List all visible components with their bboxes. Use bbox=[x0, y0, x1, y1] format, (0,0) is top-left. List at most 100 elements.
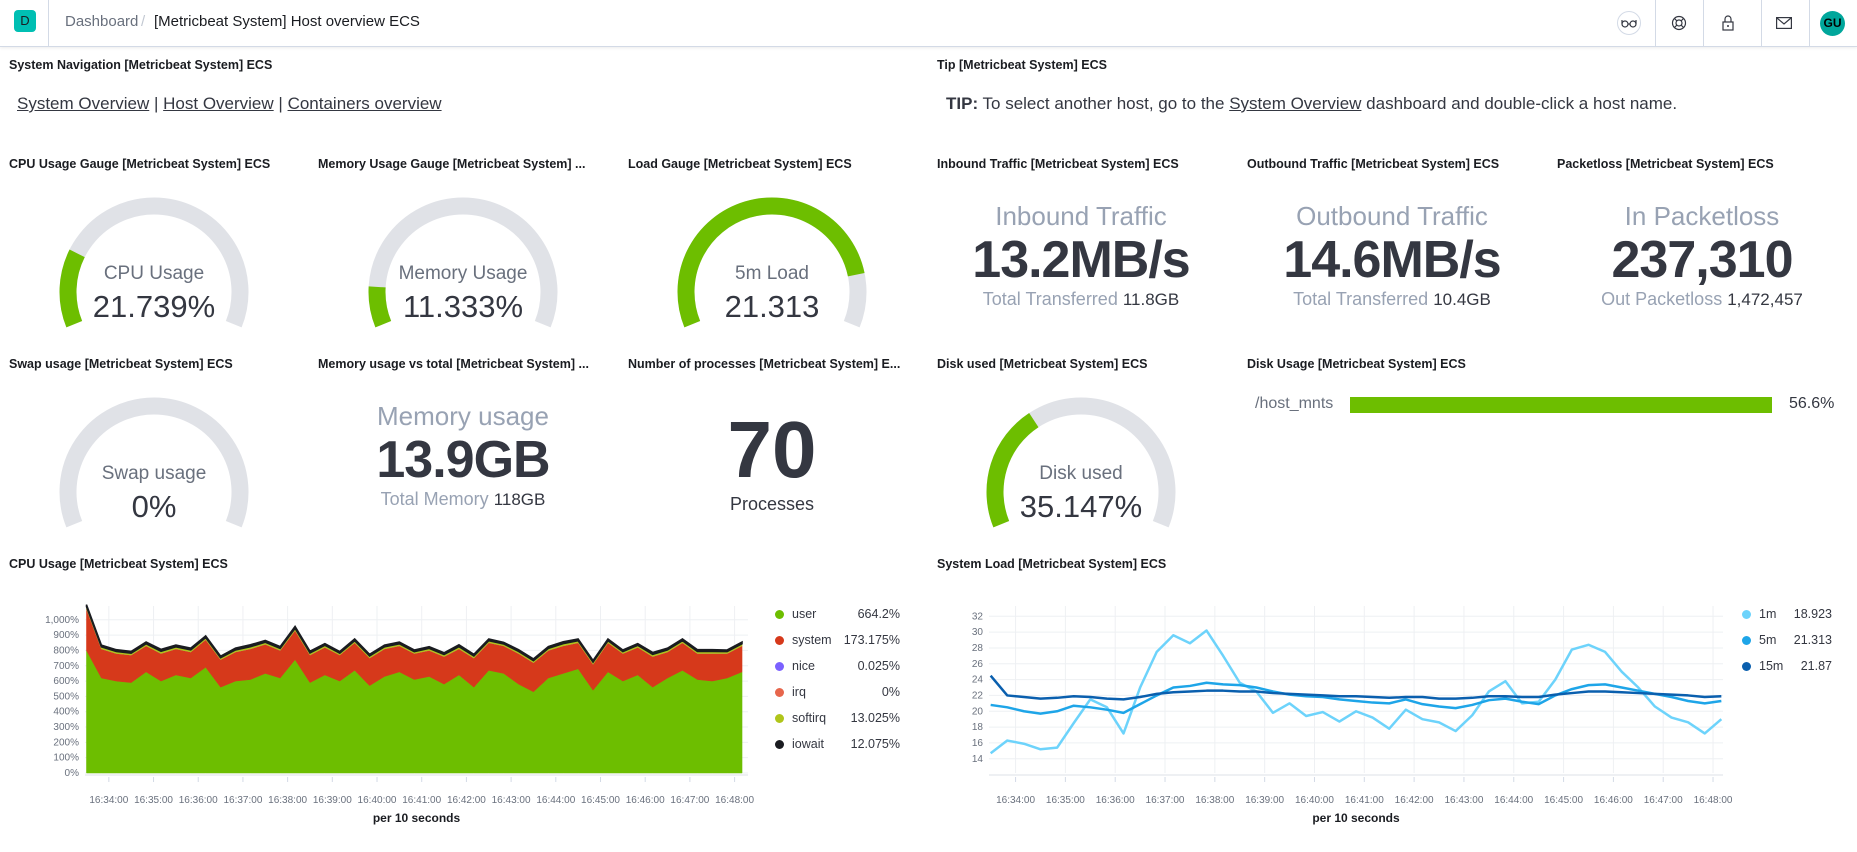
swap-gauge-label: Swap usage bbox=[101, 463, 207, 484]
panel-title-disk-used: Disk used [Metricbeat System] ECS bbox=[937, 357, 1148, 371]
inbound-sub-value: 11.8GB bbox=[1122, 290, 1180, 309]
legend-label: system bbox=[792, 633, 832, 647]
legend-item-irq[interactable]: irq 0% bbox=[775, 685, 900, 711]
x-tick-label: 16:45:00 bbox=[581, 795, 620, 806]
link-tip-system-overview[interactable]: System Overview bbox=[1229, 94, 1362, 113]
line-series-5m bbox=[990, 681, 1722, 715]
legend-dot bbox=[775, 740, 784, 750]
processes-value: 70 bbox=[727, 405, 817, 494]
x-tick-label: 16:39:00 bbox=[313, 795, 352, 806]
panel-title-outbound: Outbound Traffic [Metricbeat System] ECS bbox=[1247, 157, 1500, 171]
outbound-sub: Total Transferred 10.4GB bbox=[1293, 290, 1491, 308]
nav-separator: | bbox=[278, 94, 283, 113]
breadcrumb-dashboard[interactable]: Dashboard bbox=[65, 13, 139, 30]
user-avatar[interactable]: GU bbox=[1820, 11, 1845, 36]
panel-title-disk-usage: Disk Usage [Metricbeat System] ECS bbox=[1247, 357, 1466, 371]
link-containers-overview[interactable]: Containers overview bbox=[287, 94, 442, 113]
help-icon[interactable] bbox=[1668, 12, 1690, 34]
legend-dot bbox=[1742, 662, 1751, 672]
legend-item-softirq[interactable]: softirq 13.025% bbox=[775, 711, 900, 737]
tip-prefix: TIP: bbox=[946, 94, 979, 113]
gauge-track bbox=[59, 397, 249, 528]
area-series-iowait bbox=[85, 604, 743, 664]
legend-value: 13.025% bbox=[850, 711, 900, 725]
outbound-sub-label: Total Transferred bbox=[1293, 289, 1429, 309]
breadcrumb-current: [Metricbeat System] Host overview ECS bbox=[154, 13, 420, 30]
legend-label: user bbox=[792, 607, 817, 621]
gauge-fill bbox=[677, 197, 865, 328]
divider bbox=[1655, 0, 1656, 47]
packetloss-value: 237,310 bbox=[1611, 231, 1794, 289]
x-tick-label: 16:44:00 bbox=[536, 795, 575, 806]
disk-gauge-value: 35.147% bbox=[1019, 489, 1143, 524]
load-gauge bbox=[662, 182, 882, 407]
legend-dot bbox=[775, 714, 784, 724]
cpu-usage-chart: 0% 100% 200% 300% 400% 500% 600% 700% 800% 900% 1,… bbox=[45, 604, 754, 825]
legend-label: softirq bbox=[792, 711, 827, 725]
memusage-sub-value: 118GB bbox=[493, 490, 546, 509]
y-tick-label: 16 bbox=[972, 738, 984, 749]
gauge-fill bbox=[368, 286, 392, 328]
x-tick-label: 16:39:00 bbox=[1245, 795, 1284, 806]
panel-title-inbound: Inbound Traffic [Metricbeat System] ECS bbox=[937, 157, 1179, 171]
x-tick-label: 16:46:00 bbox=[626, 795, 665, 806]
x-axis-label: per 10 seconds bbox=[373, 811, 461, 825]
x-tick-label: 16:36:00 bbox=[179, 795, 218, 806]
legend-item-nice[interactable]: nice 0.025% bbox=[775, 659, 900, 685]
divider bbox=[1761, 0, 1762, 47]
y-tick-label: 28 bbox=[972, 643, 984, 654]
legend-item-15m[interactable]: 15m 21.87 bbox=[1742, 659, 1832, 685]
panel-title-navigation: System Navigation [Metricbeat System] EC… bbox=[9, 58, 273, 72]
panel-title-memusage: Memory usage vs total [Metricbeat System… bbox=[318, 357, 589, 371]
link-system-overview[interactable]: System Overview bbox=[17, 94, 150, 113]
y-tick-label: 100% bbox=[53, 753, 79, 764]
packetloss-sub-value: 1,472,457 bbox=[1727, 290, 1803, 309]
system-navigation: System Overview | Host Overview | Contai… bbox=[17, 94, 442, 114]
legend-item-system[interactable]: system 173.175% bbox=[775, 633, 900, 659]
breadcrumb-separator: / bbox=[141, 13, 146, 30]
legend-item-1m[interactable]: 1m 18.923 bbox=[1742, 607, 1832, 633]
dashboard-logo[interactable]: D bbox=[14, 10, 36, 32]
x-tick-label: 16:37:00 bbox=[223, 795, 262, 806]
memusage-sub: Total Memory 118GB bbox=[381, 490, 546, 508]
x-tick-label: 16:43:00 bbox=[492, 795, 531, 806]
legend-value: 0% bbox=[881, 685, 900, 699]
y-tick-label: 900% bbox=[53, 630, 79, 641]
memory-gauge-label: Memory Usage bbox=[398, 263, 528, 284]
disk-usage-value: 56.6% bbox=[1789, 395, 1835, 412]
x-tick-label: 16:45:00 bbox=[1544, 795, 1583, 806]
x-tick-label: 16:34:00 bbox=[996, 795, 1035, 806]
load-gauge-label: 5m Load bbox=[735, 263, 809, 284]
legend-label: nice bbox=[792, 659, 815, 673]
line-series-15m bbox=[989, 674, 1722, 701]
legend-value: 173.175% bbox=[843, 633, 900, 647]
y-tick-label: 800% bbox=[53, 645, 79, 656]
legend-item-iowait[interactable]: iowait 12.075% bbox=[775, 737, 900, 763]
disk-gauge bbox=[971, 382, 1191, 607]
mail-icon[interactable] bbox=[1773, 12, 1795, 34]
divider bbox=[48, 0, 49, 47]
x-tick-label: 16:41:00 bbox=[402, 795, 441, 806]
x-tick-label: 16:34:00 bbox=[89, 795, 128, 806]
legend-item-user[interactable]: user 664.2% bbox=[775, 607, 900, 633]
legend-label: 1m bbox=[1759, 607, 1777, 621]
legend-value: 21.313 bbox=[1793, 633, 1832, 647]
tip-after: dashboard and double-click a host name. bbox=[1361, 94, 1678, 113]
panel-title-swap: Swap usage [Metricbeat System] ECS bbox=[9, 357, 233, 371]
x-tick-label: 16:35:00 bbox=[1046, 795, 1085, 806]
x-tick-label: 16:46:00 bbox=[1594, 795, 1633, 806]
x-tick-label: 16:42:00 bbox=[447, 795, 486, 806]
y-tick-label: 26 bbox=[972, 659, 984, 670]
panel-title-load-gauge: Load Gauge [Metricbeat System] ECS bbox=[628, 157, 852, 171]
cpu-gauge-label: CPU Usage bbox=[103, 263, 205, 284]
memory-gauge-value: 11.333% bbox=[402, 289, 524, 324]
gauge-fill bbox=[986, 412, 1039, 528]
y-tick-label: 30 bbox=[972, 627, 984, 638]
lock-icon[interactable] bbox=[1717, 12, 1739, 34]
x-tick-label: 16:47:00 bbox=[1644, 795, 1683, 806]
legend-item-5m[interactable]: 5m 21.313 bbox=[1742, 633, 1832, 659]
x-tick-label: 16:35:00 bbox=[134, 795, 173, 806]
link-host-overview[interactable]: Host Overview bbox=[163, 94, 274, 113]
legend-value: 664.2% bbox=[857, 607, 900, 621]
glasses-icon[interactable] bbox=[1617, 11, 1641, 35]
